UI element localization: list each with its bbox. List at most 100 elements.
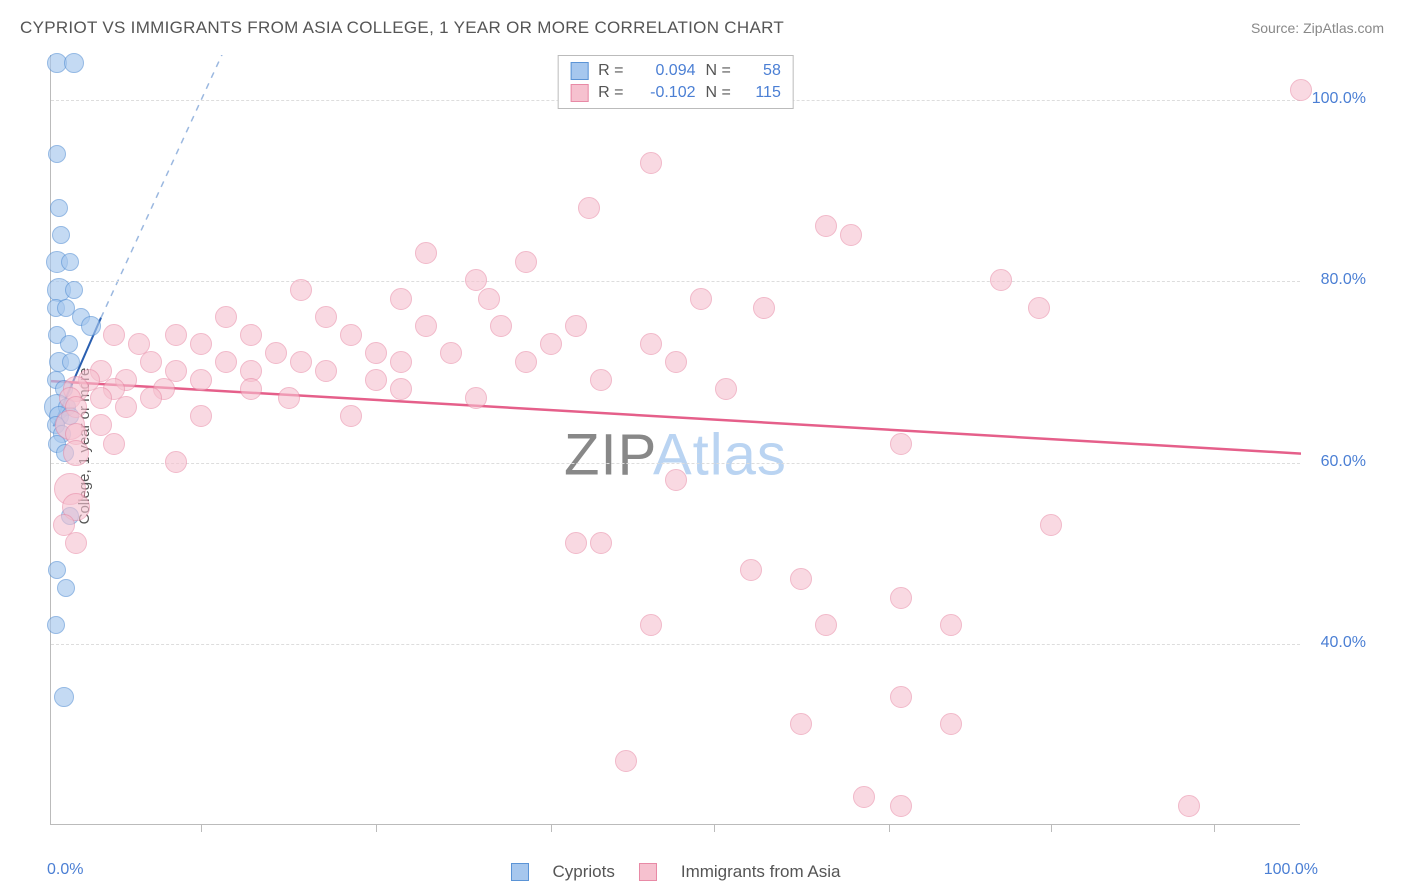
data-point-immigrants-asia (1040, 514, 1062, 536)
x-tick (376, 824, 377, 832)
data-point-immigrants-asia (1028, 297, 1050, 319)
r-value: 0.094 (634, 62, 696, 80)
data-point-immigrants-asia (640, 152, 662, 174)
n-label: N = (706, 62, 731, 80)
data-point-cypriots (64, 53, 84, 73)
x-tick (551, 824, 552, 832)
x-tick (889, 824, 890, 832)
data-point-immigrants-asia (190, 333, 212, 355)
data-point-immigrants-asia (290, 351, 312, 373)
data-point-immigrants-asia (490, 315, 512, 337)
legend-label-cypriots: Cypriots (552, 862, 614, 882)
data-point-cypriots (81, 316, 101, 336)
data-point-immigrants-asia (590, 532, 612, 554)
data-point-immigrants-asia (815, 614, 837, 636)
data-point-immigrants-asia (440, 342, 462, 364)
data-point-cypriots (54, 687, 74, 707)
stat-row-cypriots: R = 0.094 N = 58 (570, 62, 781, 80)
data-point-immigrants-asia (278, 387, 300, 409)
data-point-immigrants-asia (265, 342, 287, 364)
data-point-immigrants-asia (415, 242, 437, 264)
cypriots-swatch (570, 62, 588, 80)
data-point-immigrants-asia (515, 251, 537, 273)
source-attribution: Source: ZipAtlas.com (1251, 20, 1384, 36)
data-point-immigrants-asia (240, 378, 262, 400)
data-point-immigrants-asia (103, 324, 125, 346)
data-point-immigrants-asia (340, 405, 362, 427)
data-point-immigrants-asia (940, 614, 962, 636)
data-point-immigrants-asia (465, 387, 487, 409)
data-point-immigrants-asia (715, 378, 737, 400)
data-point-cypriots (50, 199, 68, 217)
immigrants-asia-swatch (570, 84, 588, 102)
n-value: 58 (741, 62, 781, 80)
data-point-cypriots (52, 226, 70, 244)
data-point-immigrants-asia (565, 315, 587, 337)
grid-line (51, 463, 1300, 464)
data-point-cypriots (61, 253, 79, 271)
n-label: N = (706, 84, 731, 102)
data-point-immigrants-asia (815, 215, 837, 237)
data-point-immigrants-asia (415, 315, 437, 337)
data-point-immigrants-asia (990, 269, 1012, 291)
r-label: R = (598, 84, 623, 102)
data-point-immigrants-asia (340, 324, 362, 346)
data-point-immigrants-asia (103, 433, 125, 455)
data-point-immigrants-asia (190, 369, 212, 391)
x-axis-max-label: 100.0% (1264, 861, 1318, 879)
data-point-cypriots (65, 281, 83, 299)
x-tick (1214, 824, 1215, 832)
data-point-immigrants-asia (578, 197, 600, 219)
data-point-immigrants-asia (140, 351, 162, 373)
stat-row-immigrants-asia: R = -0.102 N = 115 (570, 84, 781, 102)
grid-line (51, 281, 1300, 282)
correlation-stats-box: R = 0.094 N = 58 R = -0.102 N = 115 (557, 55, 794, 109)
x-tick (1051, 824, 1052, 832)
data-point-immigrants-asia (240, 324, 262, 346)
data-point-immigrants-asia (315, 306, 337, 328)
data-point-immigrants-asia (190, 405, 212, 427)
trend-lines-svg (51, 55, 1301, 825)
grid-line (51, 644, 1300, 645)
data-point-cypriots (48, 145, 66, 163)
data-point-immigrants-asia (640, 614, 662, 636)
data-point-immigrants-asia (365, 369, 387, 391)
data-point-immigrants-asia (390, 351, 412, 373)
data-point-cypriots (48, 561, 66, 579)
data-point-immigrants-asia (215, 306, 237, 328)
data-point-immigrants-asia (790, 568, 812, 590)
plot-area: ZIPAtlas R =0.094N =58R =-0.102N =115 Cy… (50, 55, 1300, 825)
data-point-immigrants-asia (940, 713, 962, 735)
data-point-immigrants-asia (890, 433, 912, 455)
data-point-immigrants-asia (515, 351, 537, 373)
x-tick (201, 824, 202, 832)
data-point-immigrants-asia (90, 387, 112, 409)
data-point-immigrants-asia (1178, 795, 1200, 817)
legend-swatch-cypriots (510, 863, 528, 881)
data-point-immigrants-asia (615, 750, 637, 772)
data-point-cypriots (47, 616, 65, 634)
data-point-immigrants-asia (390, 288, 412, 310)
data-point-immigrants-asia (390, 378, 412, 400)
data-point-immigrants-asia (665, 351, 687, 373)
legend: Cypriots Immigrants from Asia (510, 862, 840, 882)
data-point-immigrants-asia (640, 333, 662, 355)
data-point-immigrants-asia (315, 360, 337, 382)
r-value: -0.102 (634, 84, 696, 102)
legend-label-immigrants-asia: Immigrants from Asia (681, 862, 841, 882)
data-point-immigrants-asia (115, 396, 137, 418)
y-tick-label: 100.0% (1312, 90, 1366, 108)
data-point-immigrants-asia (753, 297, 775, 319)
data-point-immigrants-asia (215, 351, 237, 373)
y-tick-label: 60.0% (1321, 453, 1366, 471)
y-tick-label: 40.0% (1321, 634, 1366, 652)
data-point-immigrants-asia (565, 532, 587, 554)
data-point-immigrants-asia (290, 279, 312, 301)
data-point-immigrants-asia (63, 440, 89, 466)
data-point-immigrants-asia (790, 713, 812, 735)
n-value: 115 (741, 84, 781, 102)
data-point-immigrants-asia (165, 451, 187, 473)
data-point-immigrants-asia (840, 224, 862, 246)
data-point-immigrants-asia (140, 387, 162, 409)
r-label: R = (598, 62, 623, 80)
